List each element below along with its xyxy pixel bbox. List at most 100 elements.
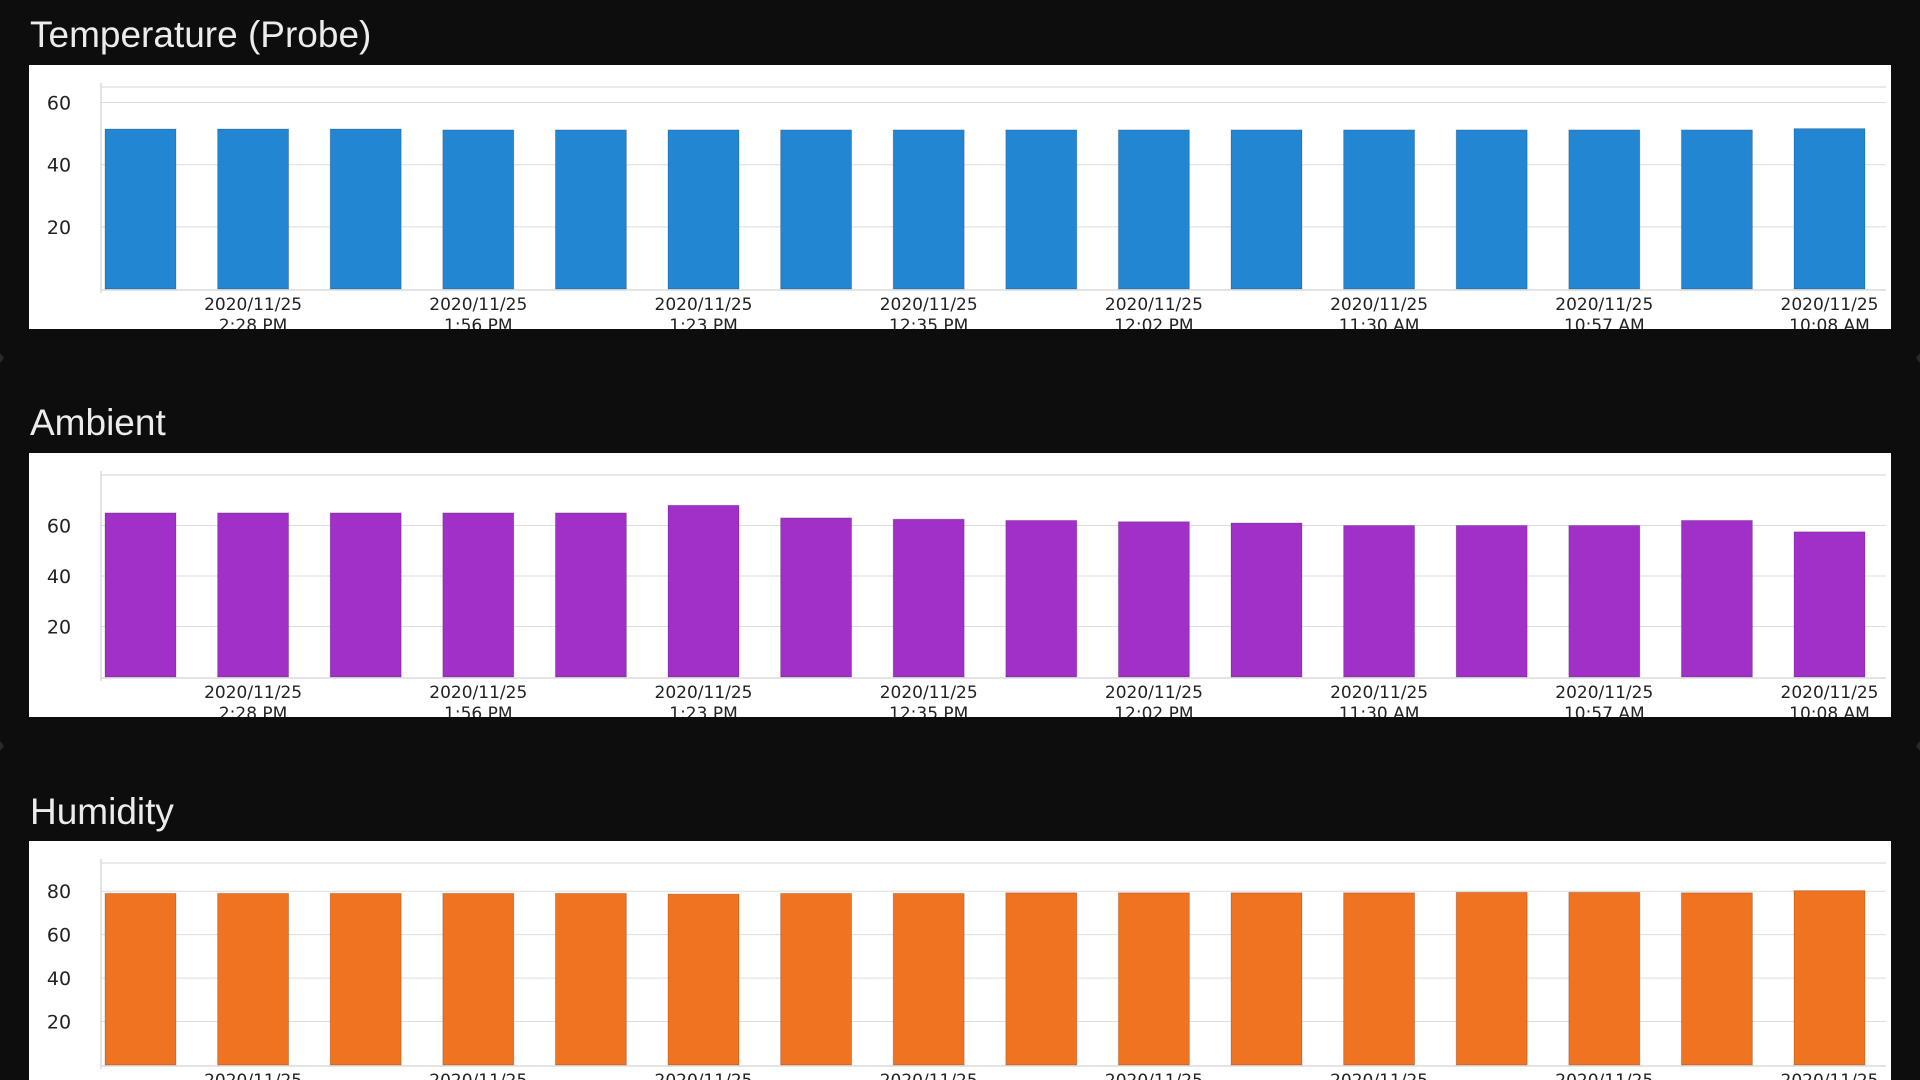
x-tick-date: 2020/11/25 bbox=[1105, 295, 1203, 315]
y-tick-label: 20 bbox=[47, 217, 71, 239]
x-tick-time: 1:23 PM bbox=[669, 704, 738, 717]
y-tick-label: 20 bbox=[47, 617, 71, 639]
x-tick-date: 2020/11/25 bbox=[655, 683, 753, 703]
bar bbox=[1230, 892, 1303, 1066]
y-tick-label: 60 bbox=[47, 516, 71, 538]
bar bbox=[1793, 128, 1866, 290]
bar bbox=[554, 129, 627, 290]
bar bbox=[1455, 891, 1528, 1066]
bar bbox=[329, 512, 402, 678]
bar bbox=[217, 512, 290, 678]
bar bbox=[1343, 892, 1416, 1066]
chart-title-humidity: Humidity bbox=[30, 791, 174, 832]
bar bbox=[667, 893, 740, 1066]
bar bbox=[1680, 519, 1753, 678]
humidity-chart-panel: 204060802020/11/252:28 PM2020/11/251:56 … bbox=[29, 841, 1891, 1080]
x-tick-time: 1:56 PM bbox=[444, 704, 513, 717]
x-tick-date: 2020/11/25 bbox=[429, 295, 527, 315]
x-tick-date: 2020/11/25 bbox=[1555, 683, 1653, 703]
x-tick-date: 2020/11/25 bbox=[655, 295, 753, 315]
bar bbox=[1005, 519, 1078, 678]
bar bbox=[1568, 525, 1641, 678]
bar bbox=[1455, 129, 1528, 290]
y-tick-label: 80 bbox=[47, 881, 71, 903]
bar bbox=[1568, 891, 1641, 1066]
bar bbox=[892, 518, 965, 678]
bar bbox=[1343, 525, 1416, 678]
x-tick-date: 2020/11/25 bbox=[1781, 295, 1879, 315]
y-tick-label: 40 bbox=[47, 566, 71, 588]
bar bbox=[1793, 890, 1866, 1066]
bar bbox=[1230, 522, 1303, 678]
bar bbox=[780, 517, 853, 678]
x-tick-date: 2020/11/25 bbox=[1330, 1071, 1428, 1080]
x-tick-time: 12:02 PM bbox=[1114, 316, 1193, 329]
bar bbox=[329, 892, 402, 1066]
x-tick-time: 11:30 AM bbox=[1339, 704, 1420, 717]
bar bbox=[1230, 129, 1303, 290]
bar bbox=[1117, 892, 1190, 1066]
bar bbox=[442, 892, 515, 1066]
bar bbox=[780, 892, 853, 1066]
x-tick-date: 2020/11/25 bbox=[1330, 683, 1428, 703]
x-tick-date: 2020/11/25 bbox=[1330, 295, 1428, 315]
x-tick-date: 2020/11/25 bbox=[1781, 1071, 1879, 1080]
bar bbox=[667, 129, 740, 290]
scroll-edge-marker bbox=[1916, 741, 1920, 751]
x-tick-date: 2020/11/25 bbox=[429, 683, 527, 703]
ambient-chart-panel: 20 40 60 2020/11/25 2:28 PM 2020/11/25 1:56 PM… bbox=[29, 453, 1891, 717]
x-tick-time: 12:02 PM bbox=[1114, 704, 1193, 717]
x-tick-date: 2020/11/25 bbox=[655, 1071, 753, 1080]
x-tick-date: 2020/11/25 bbox=[204, 1071, 302, 1080]
x-tick-time: 1:23 PM bbox=[669, 316, 738, 329]
bar bbox=[892, 129, 965, 290]
y-tick-label: 60 bbox=[47, 93, 71, 115]
bar bbox=[892, 892, 965, 1066]
x-tick-date: 2020/11/25 bbox=[880, 295, 978, 315]
y-tick-label: 20 bbox=[47, 1012, 71, 1034]
bar bbox=[442, 129, 515, 290]
bar bbox=[217, 892, 290, 1066]
x-tick-time: 12:35 PM bbox=[889, 704, 968, 717]
x-tick-date: 2020/11/25 bbox=[1105, 1071, 1203, 1080]
x-tick-time: 10:08 AM bbox=[1789, 704, 1870, 717]
chart-title-probe: Temperature (Probe) bbox=[30, 14, 372, 55]
bar bbox=[554, 892, 627, 1066]
probe-chart-panel: 20 40 60 2020/11/25 2:28 PM 2020/11/25 1:56 PM… bbox=[29, 65, 1891, 329]
bar bbox=[1005, 129, 1078, 290]
x-tick-date: 2020/11/25 bbox=[880, 683, 978, 703]
bar bbox=[1793, 531, 1866, 678]
bar bbox=[667, 504, 740, 678]
x-tick-time: 10:08 AM bbox=[1789, 316, 1870, 329]
x-tick-date: 2020/11/25 bbox=[204, 295, 302, 315]
bar bbox=[104, 128, 177, 290]
bar bbox=[1343, 129, 1416, 290]
bar bbox=[1680, 129, 1753, 290]
bar bbox=[1117, 521, 1190, 678]
x-tick-date: 2020/11/25 bbox=[880, 1071, 978, 1080]
y-tick-label: 40 bbox=[47, 968, 71, 990]
scroll-edge-marker bbox=[0, 741, 4, 751]
bar bbox=[104, 512, 177, 678]
bar bbox=[1568, 129, 1641, 290]
bar bbox=[1005, 892, 1078, 1066]
bar bbox=[1680, 892, 1753, 1066]
scroll-edge-marker bbox=[0, 353, 4, 363]
x-tick-date: 2020/11/25 bbox=[204, 683, 302, 703]
x-tick-time: 2:28 PM bbox=[219, 704, 288, 717]
x-tick-date: 2020/11/25 bbox=[429, 1071, 527, 1080]
bar bbox=[1455, 525, 1528, 678]
bar bbox=[329, 128, 402, 290]
bar bbox=[104, 892, 177, 1066]
y-tick-label: 60 bbox=[47, 925, 71, 947]
x-tick-date: 2020/11/25 bbox=[1555, 1071, 1653, 1080]
x-tick-time: 12:35 PM bbox=[889, 316, 968, 329]
x-tick-time: 1:56 PM bbox=[444, 316, 513, 329]
bar bbox=[442, 512, 515, 678]
x-tick-time: 10:57 AM bbox=[1564, 704, 1645, 717]
x-tick-time: 10:57 AM bbox=[1564, 316, 1645, 329]
bar bbox=[1117, 129, 1190, 290]
